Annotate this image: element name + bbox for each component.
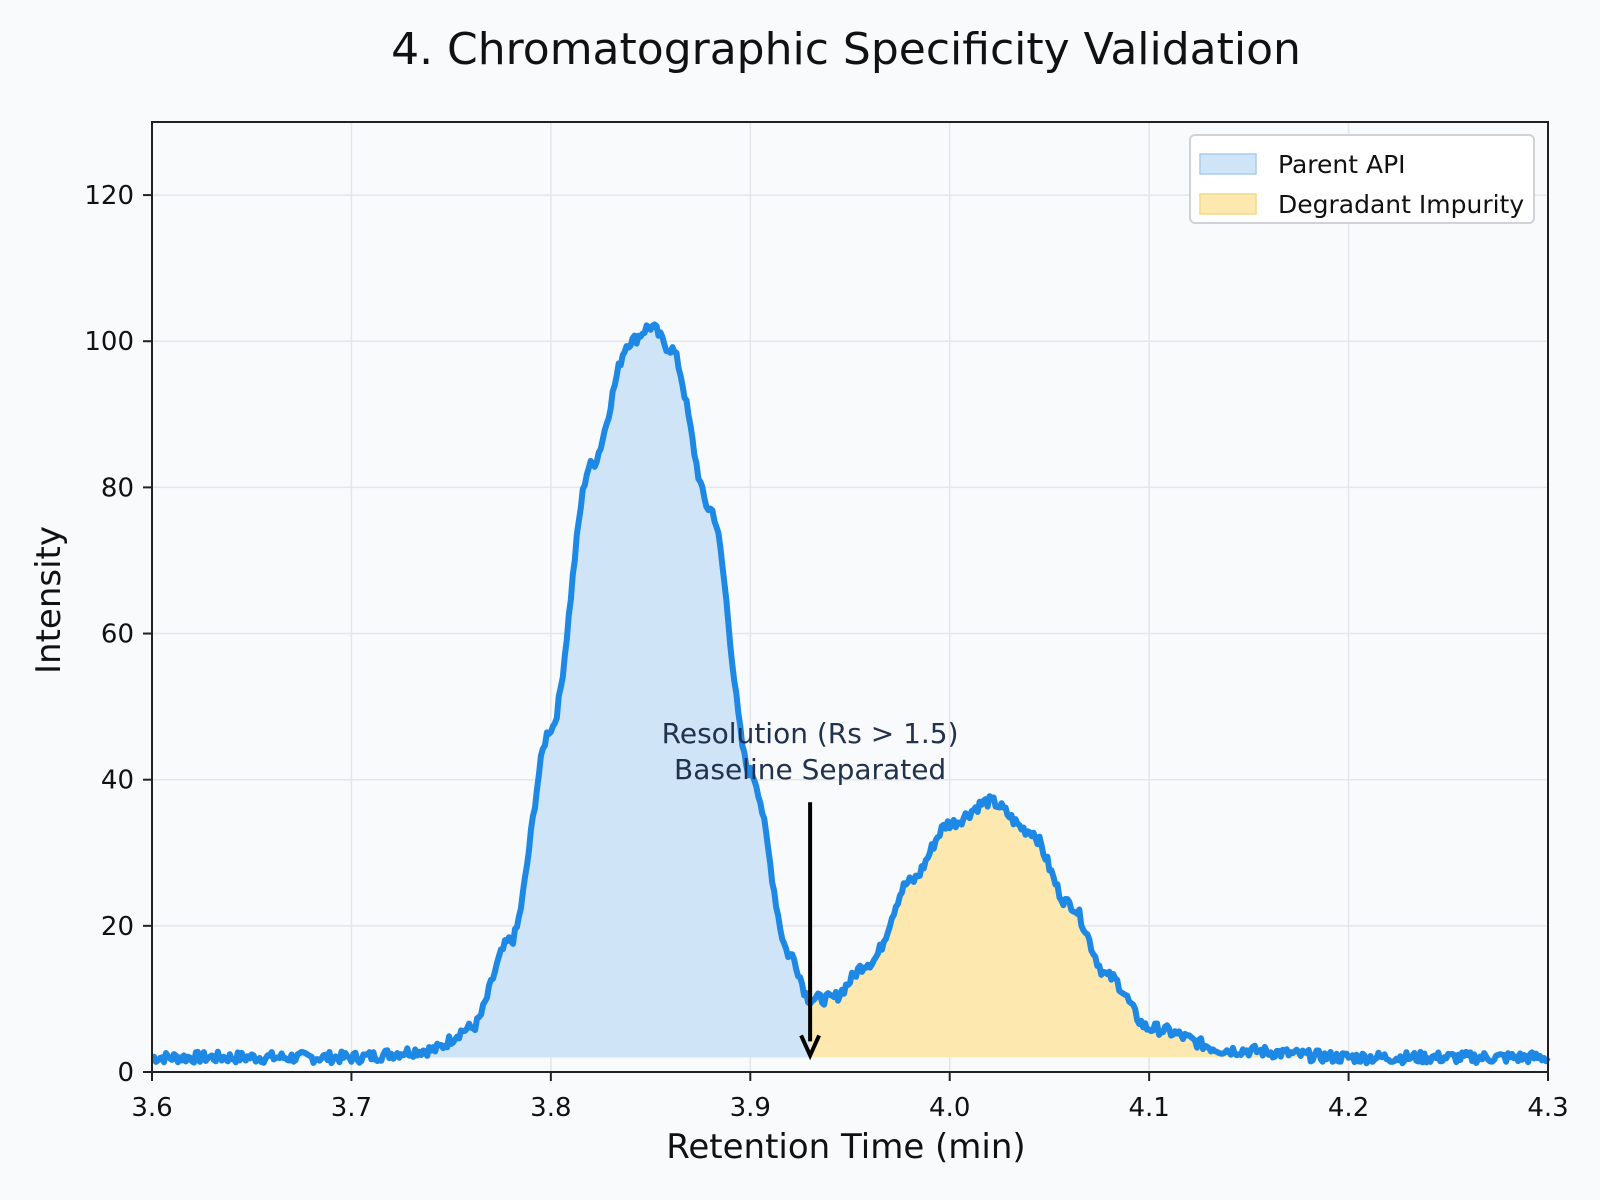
legend-swatch	[1199, 153, 1257, 175]
legend-label: Degradant Impurity	[1278, 190, 1524, 219]
y-tick-label: 40	[101, 766, 134, 796]
series-lines	[150, 321, 1551, 1067]
plot-frame	[151, 121, 1549, 1073]
y-tick-label: 20	[101, 912, 134, 942]
area-fills	[152, 324, 1548, 1064]
annotation-arrow-head	[799, 1034, 821, 1061]
grid	[151, 122, 1549, 1073]
x-tick-label: 3.8	[530, 1093, 571, 1123]
x-tick-label: 3.6	[131, 1093, 172, 1123]
chart-title: 4. Chromatographic Specificity Validatio…	[391, 24, 1301, 75]
ticks: 3.6 3.7 3.8 3.9 4.0 4.1 4.2 4.3 0 20 40 60 80 100 120	[84, 181, 1568, 1123]
x-axis-label: Retention Time (min)	[666, 1127, 1025, 1167]
x-tick-label: 4.2	[1328, 1093, 1369, 1123]
x-tick-label: 4.3	[1527, 1093, 1568, 1123]
degradant-impurity-area	[810, 796, 1548, 1064]
legend-box	[1189, 134, 1535, 224]
y-tick-label: 0	[117, 1058, 134, 1088]
y-tick-label: 100	[84, 327, 134, 357]
parent-api-area	[152, 324, 811, 1064]
y-tick-label: 80	[101, 473, 134, 503]
x-tick-label: 4.1	[1128, 1093, 1169, 1123]
legend: Parent API Degradant Impurity	[1189, 134, 1535, 224]
intensity-line	[150, 321, 1551, 1067]
legend-label: Parent API	[1278, 150, 1406, 179]
x-tick-label: 4.0	[929, 1093, 970, 1123]
y-tick-label: 60	[101, 620, 134, 650]
y-tick-label: 120	[84, 181, 134, 211]
legend-swatch	[1199, 193, 1257, 215]
x-tick-label: 3.9	[730, 1093, 771, 1123]
annotation-text: Resolution (Rs > 1.5)	[662, 717, 959, 750]
annotation-text: Baseline Separated	[674, 753, 946, 786]
y-axis-label: Intensity	[29, 526, 69, 674]
annotation: Resolution (Rs > 1.5)Baseline Separated	[662, 717, 959, 1061]
x-tick-label: 3.7	[331, 1093, 372, 1123]
